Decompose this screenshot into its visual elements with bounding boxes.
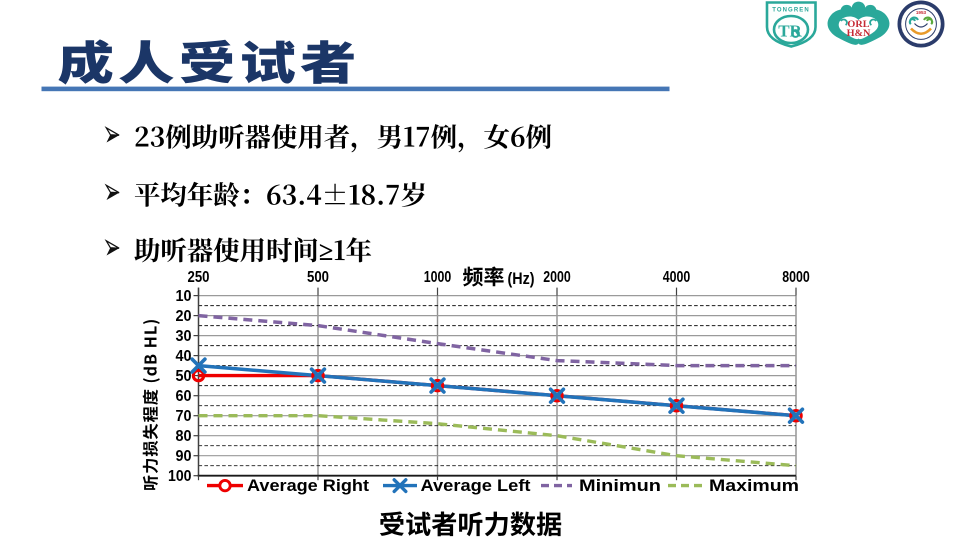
svg-text:TONGREN: TONGREN: [772, 8, 810, 14]
svg-text:1953: 1953: [916, 10, 927, 15]
svg-text:TR: TR: [778, 22, 802, 41]
svg-text:2000: 2000: [543, 269, 571, 286]
svg-text:60: 60: [176, 388, 192, 405]
svg-text:Minimun: Minimun: [579, 477, 661, 495]
svg-text:1000: 1000: [424, 269, 452, 286]
svg-text:Maximum: Maximum: [709, 477, 799, 495]
svg-text:100: 100: [168, 468, 192, 485]
svg-text:Average Left: Average Left: [421, 477, 532, 495]
svg-text:20: 20: [176, 308, 192, 325]
svg-text:ORL: ORL: [847, 19, 870, 30]
svg-text:H&N: H&N: [847, 28, 871, 39]
svg-text:70: 70: [176, 408, 192, 425]
svg-text:(Hz): (Hz): [508, 270, 535, 288]
svg-text:50: 50: [176, 368, 192, 385]
svg-text:500: 500: [307, 269, 329, 286]
svg-text:80: 80: [176, 428, 192, 445]
svg-text:250: 250: [188, 269, 210, 286]
svg-text:30: 30: [176, 328, 192, 345]
svg-text:10: 10: [176, 288, 192, 305]
svg-text:4000: 4000: [663, 269, 691, 286]
svg-text:90: 90: [176, 448, 192, 465]
svg-text:8000: 8000: [782, 269, 810, 286]
svg-text:Average Right: Average Right: [247, 477, 370, 495]
svg-text:40: 40: [176, 348, 192, 365]
